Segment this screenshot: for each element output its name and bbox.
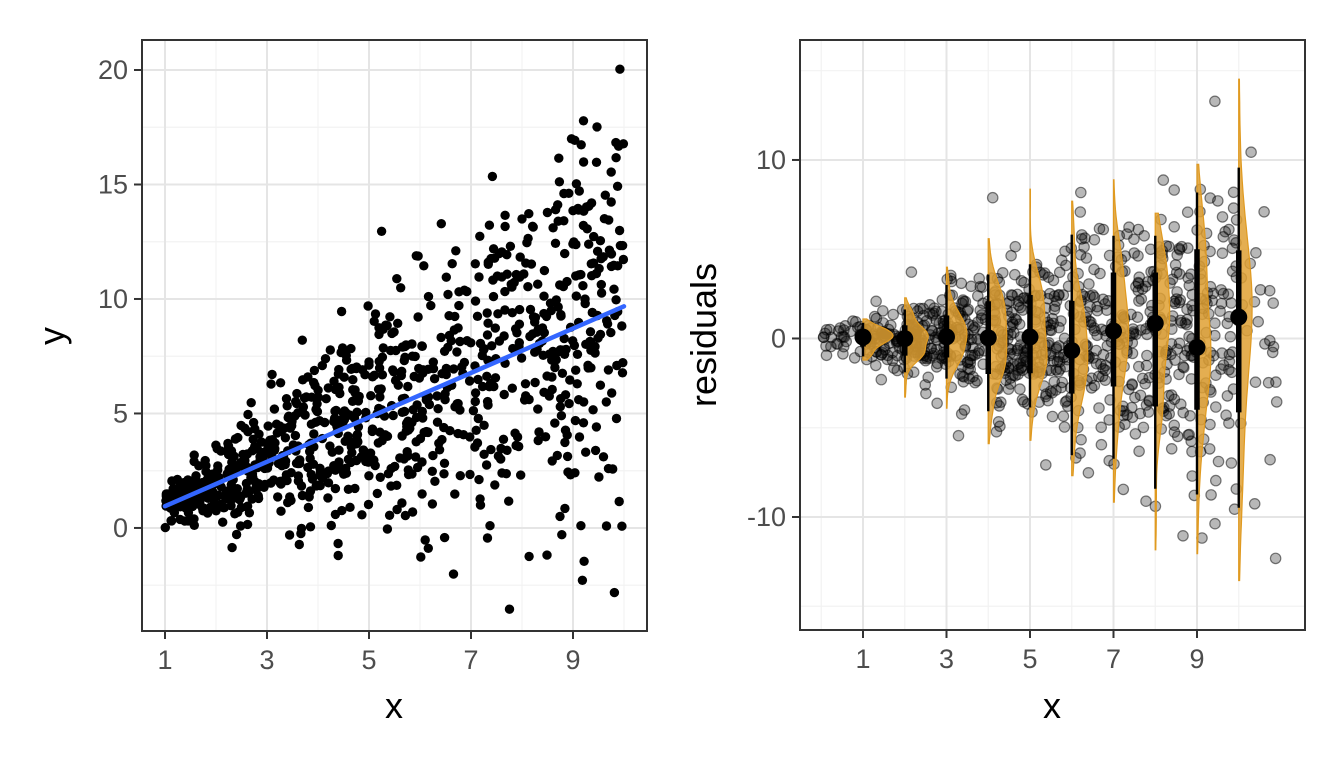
svg-text:-10: -10	[747, 502, 786, 532]
median-point	[1021, 328, 1039, 346]
median-point	[1188, 338, 1206, 356]
svg-text:9: 9	[1189, 644, 1204, 674]
svg-text:5: 5	[1022, 644, 1037, 674]
svg-text:15: 15	[98, 169, 128, 199]
svg-text:9: 9	[565, 645, 580, 675]
svg-text:5: 5	[361, 645, 376, 675]
regression-line	[162, 304, 627, 509]
svg-text:7: 7	[1106, 644, 1121, 674]
svg-text:1: 1	[157, 645, 172, 675]
right-panel-border	[799, 39, 1306, 631]
svg-text:1: 1	[855, 644, 870, 674]
svg-text:10: 10	[98, 284, 128, 314]
left-yaxis-title: y	[31, 327, 72, 345]
left-panel-border	[141, 39, 648, 632]
svg-text:0: 0	[771, 323, 786, 353]
median-point	[1230, 308, 1248, 326]
svg-text:10: 10	[756, 145, 786, 175]
halfeye-intervals	[854, 167, 1248, 508]
svg-text:20: 20	[98, 55, 128, 85]
left-scatter-points	[160, 64, 629, 614]
median-point	[896, 330, 914, 348]
svg-text:3: 3	[259, 645, 274, 675]
right-xaxis-title: x	[1043, 685, 1061, 726]
left-axes: 1 3 5 7 9 0 5 10 15 20	[98, 55, 581, 675]
median-point	[1063, 342, 1081, 360]
svg-text:7: 7	[463, 645, 478, 675]
median-point	[854, 328, 872, 346]
median-point	[1104, 322, 1122, 340]
median-point	[979, 329, 997, 347]
right-yaxis-title: residuals	[683, 262, 724, 408]
left-xaxis-title: x	[385, 685, 403, 726]
svg-text:5: 5	[113, 398, 128, 428]
halfeye-violins	[862, 78, 1253, 582]
right-axes: 1 3 5 7 9 -10 0 10	[747, 145, 1205, 674]
svg-text:3: 3	[939, 644, 954, 674]
median-point	[1146, 314, 1164, 332]
svg-text:0: 0	[113, 513, 128, 543]
median-point	[937, 328, 955, 346]
